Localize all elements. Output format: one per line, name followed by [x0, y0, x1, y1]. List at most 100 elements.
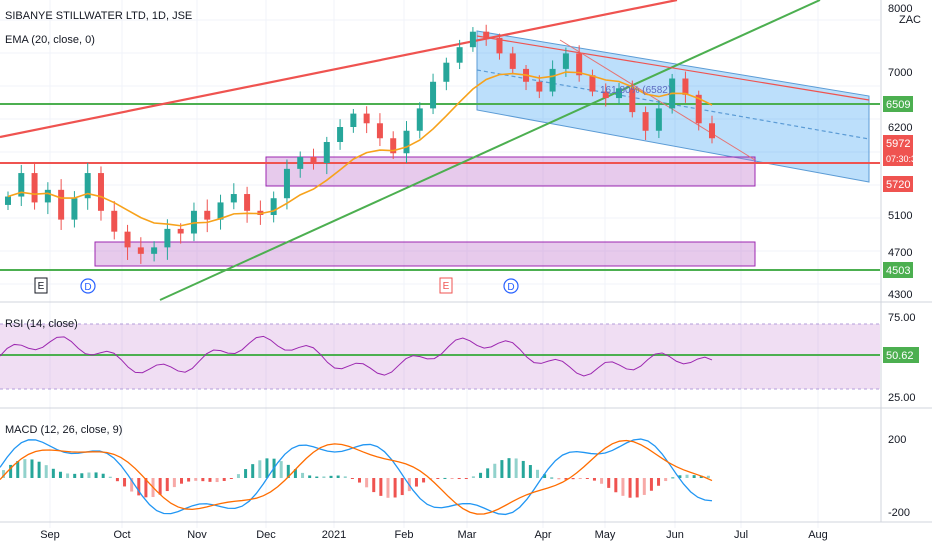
- candle-body: [111, 210, 118, 232]
- candle-body: [323, 142, 330, 163]
- price-badge: [883, 135, 913, 151]
- candle-body: [456, 47, 463, 63]
- macd-histogram-bar: [165, 478, 169, 492]
- candle-body: [297, 157, 304, 169]
- macd-histogram-bar: [44, 465, 48, 478]
- price-axis-tick: 4700: [888, 247, 912, 259]
- rsi-legend[interactable]: RSI (14, close): [5, 318, 78, 330]
- rsi-value-badge: [883, 347, 919, 363]
- macd-histogram-bar: [550, 477, 554, 479]
- macd-histogram-bar: [557, 478, 561, 480]
- candle-body: [244, 194, 251, 211]
- macd-histogram-bar: [123, 478, 127, 487]
- candle-body: [403, 130, 410, 154]
- fib-line: [559, 39, 756, 161]
- candle-body: [350, 113, 357, 127]
- macd-histogram-bar: [358, 478, 361, 483]
- candle-body: [376, 123, 383, 139]
- macd-histogram-bar: [393, 478, 397, 498]
- macd-histogram-bar: [236, 474, 240, 478]
- macd-histogram-bar: [301, 472, 305, 478]
- macd-histogram-bar: [108, 476, 112, 478]
- macd-histogram-bar: [436, 478, 440, 479]
- candle-body: [18, 173, 25, 197]
- candle-body: [84, 173, 91, 199]
- macd-histogram-bar: [692, 475, 696, 478]
- macd-histogram-bar: [94, 472, 98, 478]
- macd-histogram-bar: [315, 476, 319, 478]
- candle-body: [682, 78, 689, 95]
- earnings-marker-icon: [34, 277, 48, 294]
- candle-body: [97, 173, 104, 211]
- macd-histogram-bar: [244, 469, 248, 478]
- candle-body: [483, 31, 490, 38]
- macd-histogram-bar: [592, 478, 596, 481]
- macd-line: [0, 438, 713, 516]
- macd-histogram-bar: [51, 468, 55, 478]
- macd-histogram-bar: [9, 464, 13, 478]
- macd-histogram-bar: [657, 478, 661, 486]
- macd-histogram-bar: [343, 476, 347, 478]
- macd-histogram-bar: [600, 478, 604, 484]
- candle-body: [536, 81, 543, 92]
- price-badge-label: 4503: [886, 265, 910, 277]
- macd-histogram-bar: [215, 478, 219, 483]
- macd-histogram-bar: [464, 478, 468, 479]
- macd-legend[interactable]: MACD (12, 26, close, 9): [5, 424, 123, 436]
- rsi-line: [0, 335, 713, 377]
- macd-histogram-bar: [457, 478, 461, 479]
- candle-body: [709, 123, 715, 139]
- macd-histogram-bar: [265, 458, 269, 478]
- grid-lines: [0, 0, 880, 528]
- macd-histogram-bar: [685, 474, 689, 478]
- fib-annotation: 161.80% (6582): [600, 85, 671, 96]
- macd-histogram-bar: [400, 478, 404, 496]
- macd-histogram-bar: [372, 478, 376, 493]
- candle-body: [629, 88, 636, 113]
- candle-body: [363, 113, 370, 124]
- price-axis-tick: 4300: [888, 289, 912, 301]
- macd-histogram-bar: [222, 478, 226, 481]
- price-badge: [883, 96, 913, 112]
- candle-body: [71, 198, 78, 220]
- macd-histogram-bar: [130, 478, 134, 492]
- channel-upper-red: [476, 35, 870, 101]
- time-axis-tick: Aug: [808, 529, 828, 541]
- candle-body: [124, 231, 131, 248]
- macd-histogram-bar: [158, 478, 162, 495]
- support-zone-upper: [265, 156, 756, 187]
- macd-histogram-bar: [642, 478, 646, 495]
- time-axis-tick: 2021: [322, 529, 346, 541]
- candle-body: [190, 210, 197, 234]
- macd-histogram-bar: [180, 478, 183, 484]
- macd-histogram-bar: [678, 475, 682, 478]
- candle-body: [177, 228, 184, 234]
- macd-histogram-bar: [649, 478, 653, 491]
- candle-body: [230, 194, 237, 203]
- macd-histogram-bar: [365, 478, 369, 488]
- macd-histogram-bar: [229, 478, 233, 479]
- candle-body: [509, 53, 516, 69]
- macd-axis-tick: -200: [888, 507, 910, 519]
- earnings-marker-icon: [439, 277, 453, 294]
- price-axis-tick: 7000: [888, 67, 912, 79]
- candle-body: [469, 31, 476, 48]
- macd-histogram-bar: [422, 478, 426, 483]
- candle-body: [443, 62, 450, 82]
- candle-body: [58, 189, 65, 220]
- macd-histogram-bar: [194, 478, 198, 481]
- macd-histogram-bar: [386, 478, 390, 498]
- macd-histogram-bar: [23, 459, 27, 478]
- time-axis-tick: Jun: [666, 529, 684, 541]
- time-axis-tick: Apr: [534, 529, 551, 541]
- macd-histogram-bar: [614, 478, 618, 493]
- candle-body: [337, 127, 344, 142]
- macd-histogram-bar: [336, 475, 340, 478]
- time-axis-tick: Oct: [113, 529, 130, 541]
- ema-legend[interactable]: EMA (20, close, 0): [5, 34, 95, 46]
- candle-body: [430, 81, 437, 109]
- macd-histogram-bar: [80, 473, 84, 478]
- macd-histogram-bar: [101, 473, 105, 478]
